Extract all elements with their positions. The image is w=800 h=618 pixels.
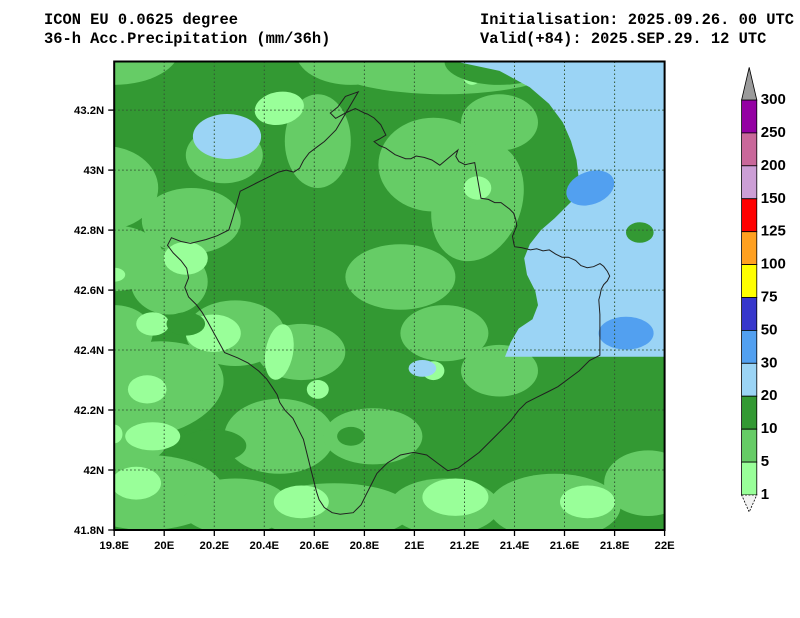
svg-text:20: 20 <box>761 387 778 404</box>
svg-text:21.4E: 21.4E <box>500 540 530 552</box>
svg-text:5: 5 <box>761 453 769 470</box>
svg-text:300: 300 <box>761 91 786 108</box>
svg-text:42N: 42N <box>83 465 104 477</box>
svg-text:20.2E: 20.2E <box>200 540 230 552</box>
svg-text:100: 100 <box>761 256 786 273</box>
svg-text:22E: 22E <box>655 540 676 552</box>
svg-text:21.8E: 21.8E <box>600 540 630 552</box>
svg-text:1: 1 <box>761 486 769 503</box>
svg-text:125: 125 <box>761 223 786 240</box>
svg-text:20.8E: 20.8E <box>350 540 380 552</box>
svg-text:10: 10 <box>761 420 778 437</box>
svg-text:21.6E: 21.6E <box>550 540 580 552</box>
svg-text:19.8E: 19.8E <box>99 540 129 552</box>
svg-text:20.4E: 20.4E <box>250 540 280 552</box>
svg-text:41.8N: 41.8N <box>74 525 104 537</box>
svg-text:150: 150 <box>761 190 786 207</box>
svg-text:30: 30 <box>761 354 778 371</box>
svg-text:20.6E: 20.6E <box>300 540 330 552</box>
svg-text:43N: 43N <box>83 165 104 177</box>
svg-text:43.2N: 43.2N <box>74 105 104 117</box>
svg-text:21E: 21E <box>404 540 425 552</box>
svg-text:42.8N: 42.8N <box>74 225 104 237</box>
svg-text:42.6N: 42.6N <box>74 285 104 297</box>
svg-text:75: 75 <box>761 289 778 306</box>
svg-text:200: 200 <box>761 157 786 174</box>
svg-text:50: 50 <box>761 321 778 338</box>
svg-text:21.2E: 21.2E <box>450 540 480 552</box>
svg-text:20E: 20E <box>154 540 175 552</box>
svg-text:42.2N: 42.2N <box>74 405 104 417</box>
svg-text:250: 250 <box>761 124 786 141</box>
svg-text:42.4N: 42.4N <box>74 345 104 357</box>
